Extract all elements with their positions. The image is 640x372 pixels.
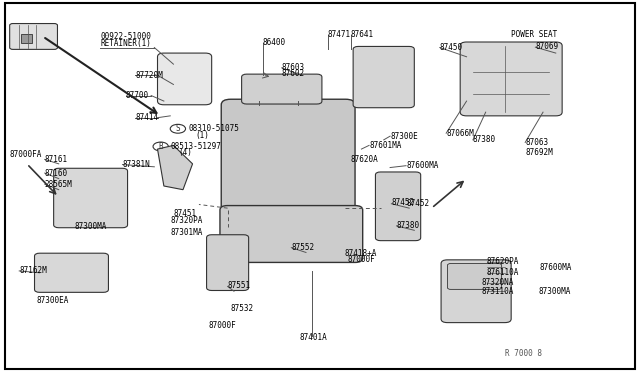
- Text: 87603: 87603: [282, 63, 305, 72]
- Text: R 7000 8: R 7000 8: [505, 350, 542, 359]
- Text: 87300E: 87300E: [390, 132, 418, 141]
- FancyBboxPatch shape: [10, 23, 58, 49]
- Text: 87452: 87452: [406, 199, 430, 208]
- Text: 87451: 87451: [173, 209, 196, 218]
- Text: 86400: 86400: [262, 38, 286, 46]
- Text: 87641: 87641: [351, 30, 374, 39]
- Text: S: S: [175, 124, 180, 133]
- Text: 87532: 87532: [231, 304, 254, 313]
- Text: 87414: 87414: [135, 113, 158, 122]
- Text: 87720M: 87720M: [135, 71, 163, 80]
- FancyBboxPatch shape: [441, 260, 511, 323]
- Text: 87700: 87700: [125, 91, 148, 100]
- Text: 87692M: 87692M: [525, 148, 553, 157]
- Text: 87552: 87552: [291, 243, 314, 252]
- Text: 87620A: 87620A: [351, 155, 378, 164]
- FancyBboxPatch shape: [35, 253, 108, 292]
- FancyBboxPatch shape: [460, 42, 562, 116]
- Text: (1): (1): [196, 131, 210, 140]
- Text: 87063: 87063: [525, 138, 548, 147]
- Text: RETAINER(1): RETAINER(1): [100, 39, 151, 48]
- Text: 00922-51000: 00922-51000: [100, 32, 151, 41]
- FancyBboxPatch shape: [221, 99, 355, 214]
- Text: 87551: 87551: [228, 281, 251, 290]
- Text: 87161: 87161: [45, 155, 68, 164]
- FancyBboxPatch shape: [447, 263, 502, 289]
- Text: 87000F: 87000F: [348, 255, 375, 264]
- Text: 87320NA: 87320NA: [482, 278, 514, 287]
- Text: 87602: 87602: [282, 69, 305, 78]
- FancyBboxPatch shape: [220, 206, 363, 262]
- Text: B: B: [158, 142, 163, 151]
- Text: 87450: 87450: [440, 43, 463, 52]
- Text: 87620PA: 87620PA: [487, 257, 519, 266]
- Text: 87069: 87069: [536, 42, 559, 51]
- Text: 87380: 87380: [396, 221, 420, 230]
- Text: 87000FA: 87000FA: [9, 150, 42, 159]
- Text: 873110A: 873110A: [482, 287, 514, 296]
- FancyBboxPatch shape: [242, 74, 322, 104]
- FancyBboxPatch shape: [157, 53, 212, 105]
- Text: 87471: 87471: [328, 30, 351, 39]
- Text: 08513-51297: 08513-51297: [171, 142, 222, 151]
- Text: 28565M: 28565M: [45, 180, 72, 189]
- FancyBboxPatch shape: [207, 235, 248, 291]
- FancyBboxPatch shape: [353, 46, 414, 108]
- Text: 87381N: 87381N: [122, 160, 150, 169]
- Text: 87160: 87160: [45, 169, 68, 177]
- Text: 87401A: 87401A: [300, 333, 327, 342]
- Text: POWER SEAT: POWER SEAT: [511, 30, 557, 39]
- FancyBboxPatch shape: [376, 172, 420, 241]
- Text: 08310-51075: 08310-51075: [188, 124, 239, 133]
- Text: 87418+A: 87418+A: [344, 249, 376, 258]
- Text: 87066M: 87066M: [446, 129, 474, 138]
- Text: 87300MA: 87300MA: [539, 287, 571, 296]
- Text: 87000F: 87000F: [209, 321, 236, 330]
- Bar: [20, 34, 32, 43]
- Text: 87600MA: 87600MA: [406, 161, 438, 170]
- Text: 87301MA: 87301MA: [170, 228, 203, 237]
- Text: 87601MA: 87601MA: [369, 141, 401, 150]
- Text: (4): (4): [179, 148, 193, 157]
- Text: 87162M: 87162M: [19, 266, 47, 275]
- Text: 876110A: 876110A: [487, 268, 519, 277]
- Polygon shape: [157, 145, 193, 190]
- Text: 87300MA: 87300MA: [75, 222, 107, 231]
- Text: 87300EA: 87300EA: [36, 296, 69, 305]
- Text: 87600MA: 87600MA: [540, 263, 572, 272]
- Text: 87320PA: 87320PA: [170, 216, 203, 225]
- Text: 87380: 87380: [473, 135, 496, 144]
- Text: 87452: 87452: [392, 198, 415, 207]
- FancyBboxPatch shape: [54, 168, 127, 228]
